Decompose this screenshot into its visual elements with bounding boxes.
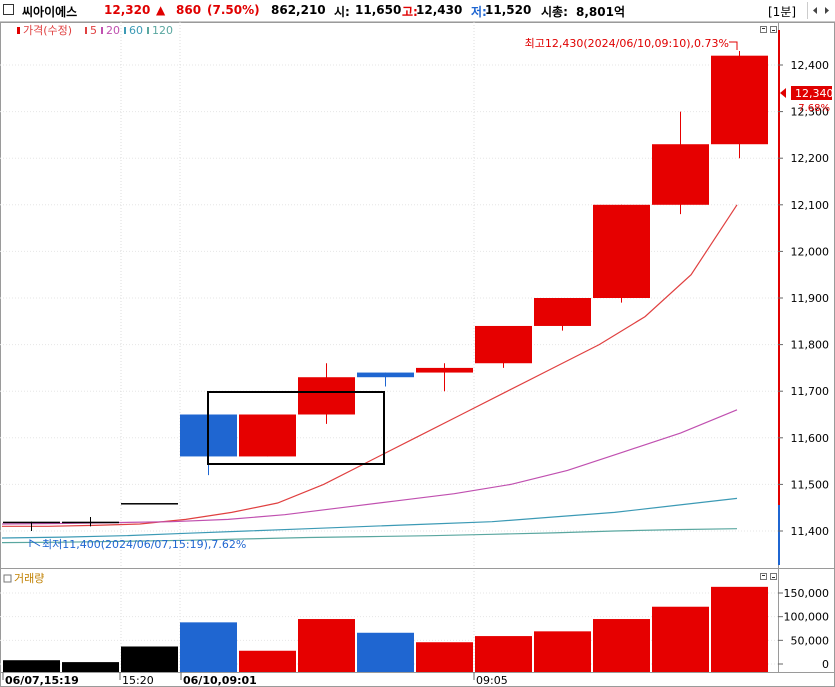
high-annotation-arrow <box>729 41 738 50</box>
volume-tick-label: 0 <box>822 658 829 671</box>
volume-tick-label: 100,000 <box>784 611 830 624</box>
price-grid <box>0 22 778 672</box>
candle-body[interactable] <box>121 503 178 505</box>
open-price: 11,650 <box>355 3 402 17</box>
price-change-pct: (7.50%) <box>207 3 260 17</box>
open-label: 시: <box>334 5 350 19</box>
price-pane-minimize-button[interactable] <box>770 26 777 33</box>
high-annotation: 최고12,430(2024/06/10,09:10),0.73% <box>525 37 729 50</box>
high-price: 12,430 <box>416 3 463 17</box>
chart-header: 씨아이에스 12,320 ▲ 860 (7.50%) 862,210 시: 11… <box>0 0 835 22</box>
candle-body[interactable] <box>534 298 591 326</box>
volume-bar[interactable] <box>652 606 709 672</box>
ma120-line <box>1 528 738 544</box>
candle-body[interactable] <box>357 372 414 378</box>
legend-ma120-marker <box>147 27 149 34</box>
legend-price: 가격(수정) <box>23 24 72 37</box>
up-arrow-icon: ▲ <box>156 3 166 17</box>
low-price: 11,520 <box>485 3 532 17</box>
volume-bar[interactable] <box>180 622 237 672</box>
price-tick-label: 11,900 <box>791 292 830 305</box>
price-change: 860 <box>176 3 202 17</box>
volume-bar[interactable] <box>357 632 414 672</box>
volume-pane-checkbox[interactable] <box>3 574 12 583</box>
price-tick-label: 11,600 <box>791 432 830 445</box>
low-annotation: 최저11,400(2024/06/07,15:19),7.62% <box>42 538 246 551</box>
price-pane-maximize-button[interactable] <box>760 26 767 33</box>
volume-axis: 0 50,000 100,000 150,000 <box>778 587 829 671</box>
price-tick-label: 12,000 <box>791 245 830 258</box>
candle-body[interactable] <box>652 144 709 205</box>
price-tick-label: 11,700 <box>791 385 830 398</box>
time-label: 06/10,09:01 <box>183 674 257 687</box>
candle-body[interactable] <box>298 377 355 415</box>
ma5-line <box>2 204 738 527</box>
stock-name: 씨아이에스 <box>22 5 78 19</box>
price-tick-label: 11,500 <box>791 478 830 491</box>
ma60-line <box>1 497 738 539</box>
legend-ma20-marker <box>101 27 103 34</box>
volume-tick-label: 150,000 <box>784 587 830 600</box>
volume-bar[interactable] <box>62 662 119 672</box>
candle-body[interactable] <box>239 414 296 457</box>
legend-ma60-marker <box>124 27 126 34</box>
price-tick-label: 12,100 <box>791 199 830 212</box>
candle-body[interactable] <box>3 521 60 524</box>
legend-ma20: 20 <box>106 24 120 37</box>
legend-price-marker <box>17 27 20 34</box>
current-price-pointer-icon <box>780 88 786 98</box>
candle-body[interactable] <box>416 367 473 373</box>
time-label: 06/07,15:19 <box>5 674 79 687</box>
candle-body[interactable] <box>593 204 650 298</box>
volume-pane-maximize-button[interactable] <box>760 573 767 580</box>
time-axis: 06/07,15:19 15:20 06/10,09:01 09:05 <box>2 672 508 687</box>
market-cap: 8,801억 <box>576 5 625 19</box>
low-label: 저: <box>471 5 487 19</box>
selection-box[interactable] <box>207 391 385 465</box>
volume-tick-label: 50,000 <box>791 634 830 647</box>
interval-selector[interactable]: [1분] <box>768 5 797 19</box>
legend-ma5-marker <box>85 27 87 34</box>
candle-body[interactable] <box>711 55 768 145</box>
legend-ma120: 120 <box>152 24 173 37</box>
price-tick-label: 12,400 <box>791 59 830 72</box>
volume-bar[interactable] <box>3 660 60 672</box>
legend-ma5: 5 <box>90 24 97 37</box>
price-tick-label: 12,300 <box>791 106 830 119</box>
time-label: 15:20 <box>122 674 154 687</box>
time-label: 09:05 <box>476 674 508 687</box>
volume-bar[interactable] <box>593 619 650 672</box>
candlesticks[interactable] <box>3 51 768 531</box>
scroll-arrows[interactable] <box>807 2 834 19</box>
price-axis: 11,400 11,500 11,600 11,700 11,800 11,900 12,0… <box>778 59 829 538</box>
high-label: 고: <box>402 5 418 19</box>
trade-volume: 862,210 <box>271 3 326 17</box>
volume-bar[interactable] <box>711 586 768 672</box>
candle-body[interactable] <box>62 521 119 524</box>
volume-bars[interactable] <box>3 586 768 672</box>
volume-bar[interactable] <box>239 650 296 672</box>
candle-body[interactable] <box>475 325 532 364</box>
price-tick-label: 11,400 <box>791 525 830 538</box>
moving-averages <box>1 204 738 544</box>
current-price-tag-pct: 7.68% <box>798 103 830 114</box>
legend-volume: 거래량 <box>14 572 44 585</box>
ma20-line <box>1 409 738 525</box>
legend-ma60: 60 <box>129 24 143 37</box>
current-price-tag-value: 12,340 <box>795 87 834 100</box>
volume-bar[interactable] <box>416 642 473 672</box>
volume-bar[interactable] <box>475 636 532 672</box>
volume-bar[interactable] <box>298 619 355 672</box>
price-tick-label: 11,800 <box>791 339 830 352</box>
select-checkbox[interactable] <box>3 4 14 15</box>
volume-bar[interactable] <box>121 646 178 672</box>
current-price: 12,320 <box>104 3 151 17</box>
low-annotation-arrow <box>29 539 41 547</box>
volume-pane-minimize-button[interactable] <box>770 573 777 580</box>
price-tick-label: 12,200 <box>791 152 830 165</box>
mcap-label: 시총: <box>541 5 568 19</box>
current-price-tag <box>791 86 832 100</box>
volume-bar[interactable] <box>534 631 591 672</box>
